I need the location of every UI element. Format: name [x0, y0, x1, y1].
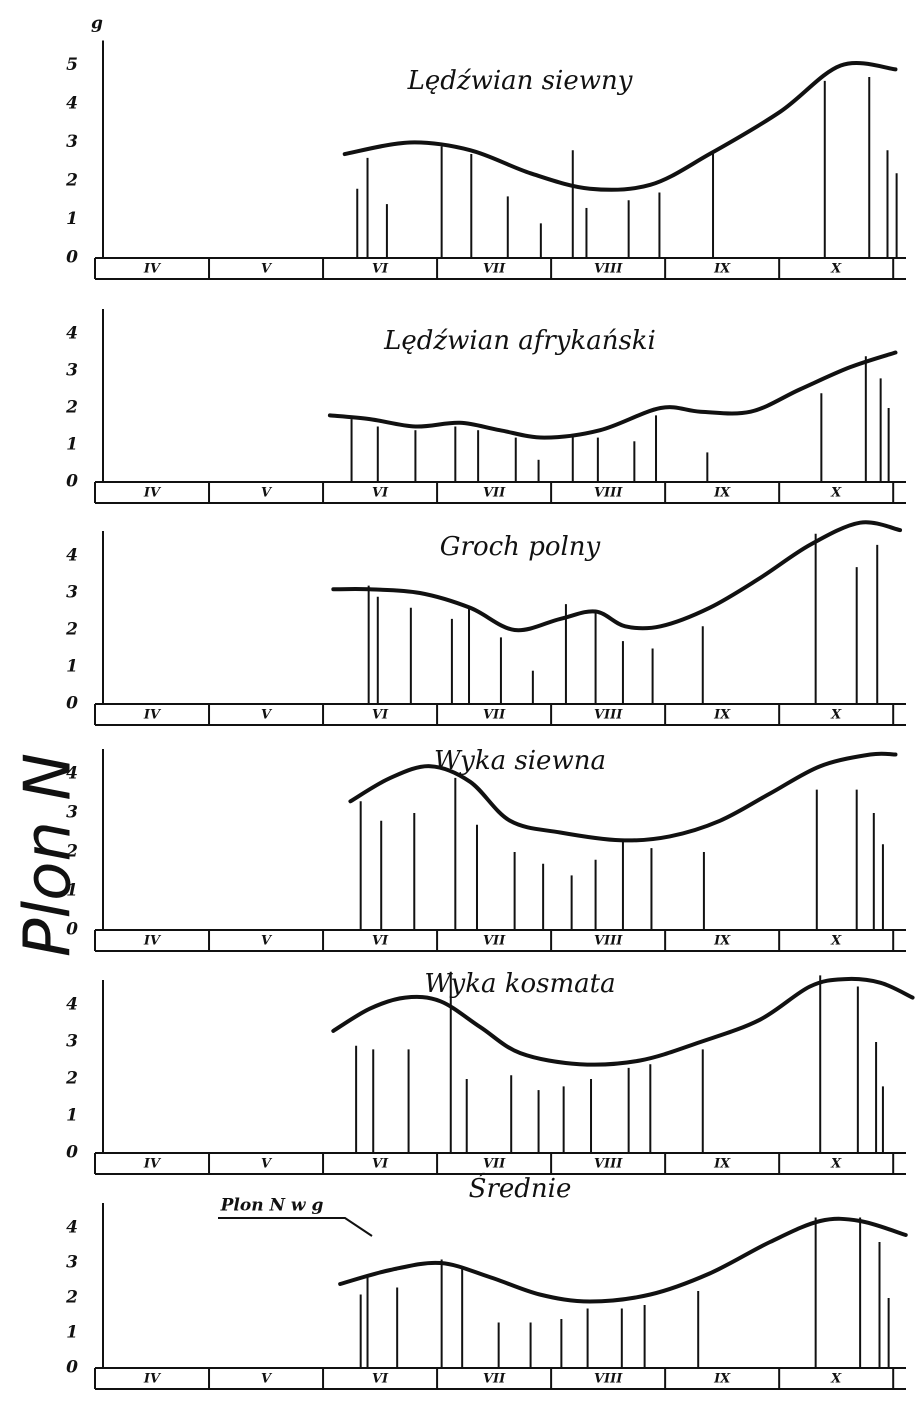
y-tick-label: 3 [66, 803, 78, 823]
x-category-label: VI [372, 262, 389, 277]
x-category-label: IX [713, 486, 731, 501]
x-category-label: IX [713, 1157, 731, 1172]
y-tick-label: 1 [66, 209, 78, 229]
y-tick-label: 4 [66, 995, 78, 1015]
panel-title: Wyka kosmata [424, 969, 615, 999]
x-category-label: VIII [594, 934, 623, 949]
annotation-leader [218, 1217, 373, 1237]
x-category-label: X [830, 1157, 842, 1172]
x-category-label: VI [372, 934, 389, 949]
y-tick-label: 1 [66, 1323, 78, 1343]
x-category-label: VIII [594, 708, 623, 723]
y-tick-label: 1 [66, 881, 78, 901]
y-tick-label: 4 [66, 764, 78, 784]
panel-title: Groch polny [440, 532, 601, 562]
y-tick-label: 1 [66, 657, 78, 677]
curve [348, 751, 898, 843]
x-category-label: IV [143, 934, 162, 949]
panel-title: Lędźwian afrykański [383, 326, 656, 356]
panel-title: Średnie [469, 1172, 572, 1204]
x-category-label: VII [483, 1157, 506, 1172]
x-category-label: VIII [594, 1157, 623, 1172]
y-tick-label: 0 [66, 1143, 78, 1163]
y-tick-label: 1 [66, 1106, 78, 1126]
y-tick-label: 0 [66, 248, 78, 268]
y-axis-unit: g [91, 14, 103, 34]
x-category-label: VI [372, 486, 389, 501]
x-category-label: VIII [594, 262, 623, 277]
y-tick-label: 2 [65, 398, 78, 418]
y-tick-label: 4 [66, 324, 78, 344]
annotation: Plon N w g [220, 1196, 324, 1216]
y-tick-label: 0 [66, 694, 78, 714]
y-axis-title: Plon N [12, 753, 86, 957]
y-tick-label: 2 [65, 842, 78, 862]
x-category-label: IX [713, 708, 731, 723]
curve [327, 350, 898, 440]
y-tick-label: 3 [66, 132, 78, 152]
x-category-label: V [261, 934, 273, 949]
x-category-label: VII [483, 486, 506, 501]
x-category-label: IV [143, 1372, 162, 1387]
x-category-label: VI [372, 708, 389, 723]
y-tick-label: 0 [66, 1358, 78, 1378]
x-category-label: X [830, 486, 842, 501]
x-category-label: VII [483, 934, 506, 949]
panel-title: Wyka siewna [434, 746, 606, 776]
y-tick-label: 2 [65, 1069, 78, 1089]
x-category-label: VIII [594, 486, 623, 501]
curve [342, 61, 898, 192]
x-category-label: V [261, 1157, 273, 1172]
y-tick-label: 3 [66, 1253, 78, 1273]
x-category-label: VII [483, 708, 506, 723]
x-category-label: IV [143, 486, 162, 501]
y-tick-label: 4 [66, 94, 78, 114]
x-category-label: VIII [594, 1372, 623, 1387]
x-category-label: IV [143, 1157, 162, 1172]
y-tick-label: 4 [66, 546, 78, 566]
x-category-label: VII [483, 1372, 506, 1387]
curve [331, 976, 915, 1067]
curve [338, 1216, 908, 1304]
y-tick-label: 0 [66, 920, 78, 940]
y-tick-label: 2 [65, 171, 78, 191]
x-category-label: X [830, 934, 842, 949]
y-tick-label: 5 [66, 55, 78, 75]
x-category-label: VII [483, 262, 506, 277]
y-tick-label: 1 [66, 435, 78, 455]
x-category-label: V [261, 708, 273, 723]
x-category-label: IX [713, 934, 731, 949]
x-category-label: IV [143, 262, 162, 277]
y-tick-label: 2 [65, 1288, 78, 1308]
y-tick-label: 0 [66, 472, 78, 492]
panel-title: Lędźwian siewny [407, 66, 633, 96]
curve [331, 520, 903, 633]
x-category-label: IV [143, 708, 162, 723]
y-tick-label: 2 [65, 620, 78, 640]
x-category-label: V [261, 262, 273, 277]
x-category-label: VI [372, 1157, 389, 1172]
x-category-label: V [261, 486, 273, 501]
y-tick-label: 3 [66, 361, 78, 381]
x-category-label: X [830, 1372, 842, 1387]
y-tick-label: 3 [66, 583, 78, 603]
y-tick-label: 4 [66, 1218, 78, 1238]
x-category-label: X [830, 262, 842, 277]
x-category-label: X [830, 708, 842, 723]
x-category-label: IX [713, 1372, 731, 1387]
x-category-label: IX [713, 262, 731, 277]
x-category-label: VI [372, 1372, 389, 1387]
x-category-label: V [261, 1372, 273, 1387]
y-tick-label: 3 [66, 1032, 78, 1052]
